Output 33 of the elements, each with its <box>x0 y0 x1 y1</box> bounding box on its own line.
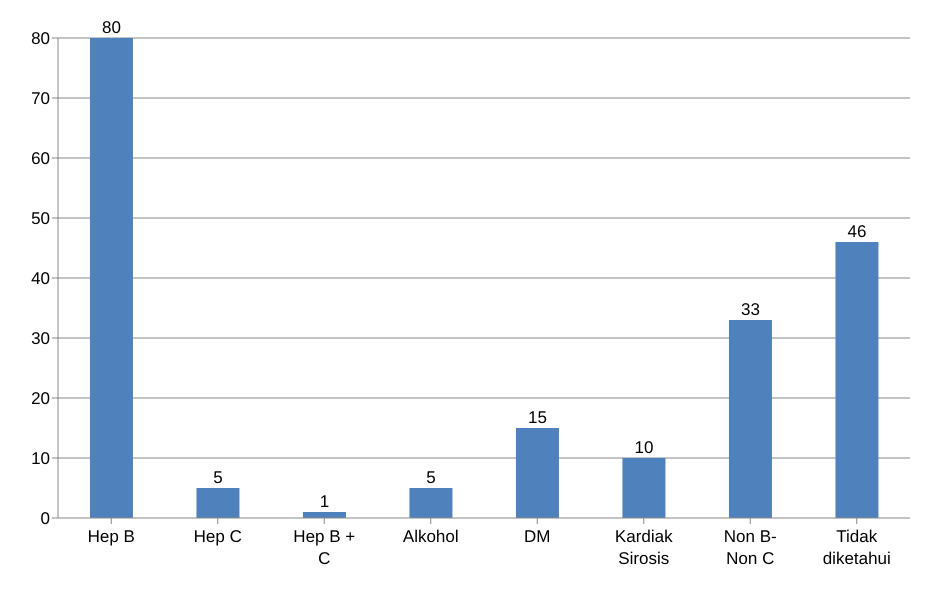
y-tick-label: 0 <box>40 509 50 528</box>
x-tick-label: Tidak diketahui <box>822 527 891 568</box>
y-tick-label: 10 <box>31 449 50 468</box>
y-tick-label: 70 <box>31 89 50 108</box>
x-tick-label: DM <box>524 527 550 546</box>
data-label: 5 <box>213 468 223 487</box>
y-tick-label: 30 <box>31 329 50 348</box>
data-label: 80 <box>102 18 121 37</box>
data-label: 15 <box>528 408 547 427</box>
bar <box>516 428 559 518</box>
bar <box>622 458 666 518</box>
y-tick-label: 20 <box>31 389 50 408</box>
bar <box>90 38 133 518</box>
bar <box>728 320 772 518</box>
y-tick-label: 80 <box>31 29 50 48</box>
x-tick-label: Kardiak Sirosis <box>614 527 674 568</box>
x-tick-label: Hep B <box>88 527 135 546</box>
data-label: 1 <box>320 492 330 511</box>
bar <box>302 512 346 518</box>
y-tick-label: 40 <box>31 269 50 288</box>
x-tick-label: Alkohol <box>402 527 459 546</box>
data-label: 10 <box>634 438 654 457</box>
x-tick-label: Hep C <box>194 527 242 546</box>
data-label: 46 <box>847 222 866 241</box>
data-label: 33 <box>740 300 760 319</box>
bar <box>196 488 240 518</box>
y-tick-label: 60 <box>31 149 50 168</box>
x-tick-label: Non B-Non C <box>724 527 777 568</box>
bar <box>835 242 878 518</box>
y-tick-label: 50 <box>31 209 50 228</box>
x-tick-label: Hep B + C <box>293 527 356 568</box>
bar <box>409 488 452 518</box>
data-label: 5 <box>426 468 436 487</box>
